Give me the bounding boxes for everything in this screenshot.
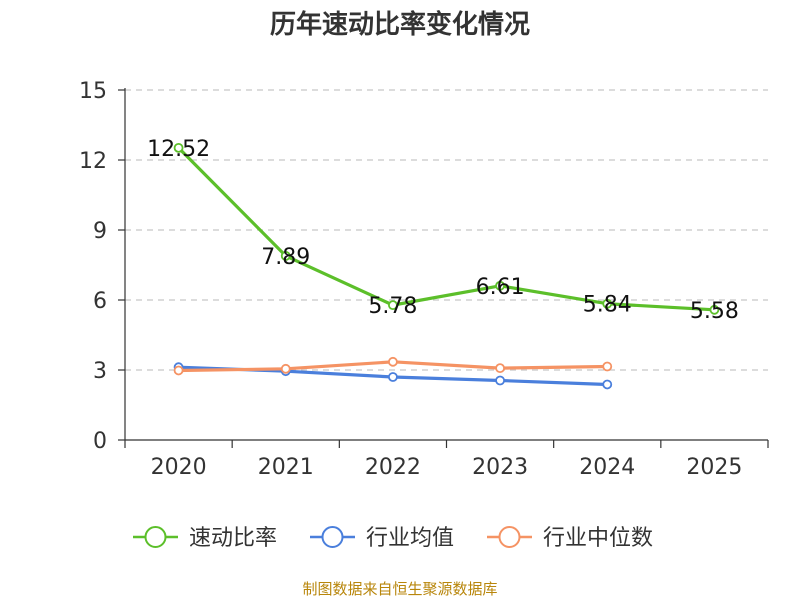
chart-title: 历年速动比率变化情况 [270,9,530,40]
grid-lines [125,89,768,371]
legend-marker-icon [321,526,344,548]
data-point [388,372,398,382]
data-label: 5.78 [368,294,417,319]
x-tick-label: 2025 [686,455,742,480]
data-point [495,375,505,386]
data-point [602,298,613,309]
legend-marker-icon [144,526,167,548]
y-tick-label: 9 [93,219,107,244]
legend[interactable]: 速动比率 行业均值 行业中位数 [133,526,653,551]
legend-item-1[interactable]: 速动比率 [133,526,277,551]
data-point [602,379,613,390]
data-point [280,250,291,261]
x-tick-label: 2023 [472,455,528,480]
y-tick-label: 0 [93,429,107,454]
data-point [173,365,184,376]
data-point [495,280,505,291]
source-note: 制图数据来自恒生聚源数据库 [302,580,497,598]
data-label: 6.61 [476,275,525,300]
data-point [495,363,505,374]
data-point [280,363,291,374]
series-3 [173,356,613,376]
legend-label: 行业中位数 [543,526,653,551]
x-tick-label: 2022 [365,455,421,480]
series-1: 12.52 7.89 5.78 6.61 5.84 5.58 [147,137,739,324]
data-label: 5.84 [583,293,632,318]
x-tick-label: 2021 [258,455,314,480]
legend-label: 行业均值 [366,526,454,551]
y-tick-label: 6 [93,289,107,314]
y-tick-label: 12 [79,149,107,174]
legend-item-2[interactable]: 行业均值 [310,526,454,551]
series-line [177,146,715,312]
data-point [388,356,398,367]
data-point [173,142,184,153]
x-tick-label: 2024 [579,455,635,480]
x-tick-label: 2020 [151,455,207,480]
data-point [602,361,613,372]
y-tick-label: 15 [79,79,107,104]
series-layer: 12.52 7.89 5.78 6.61 5.84 5.58 [147,137,739,390]
legend-label: 速动比率 [189,526,277,551]
legend-item-3[interactable]: 行业中位数 [487,526,653,551]
data-label: 12.52 [147,137,210,162]
data-label: 7.89 [261,245,310,270]
legend-marker-icon [498,526,521,548]
axes: 0 3 6 9 12 15 2020 2021 2022 2023 2024 2025 [79,79,769,480]
data-label: 5.58 [690,299,739,324]
data-point [709,304,720,315]
data-point [388,300,398,311]
y-tick-label: 3 [93,359,107,384]
